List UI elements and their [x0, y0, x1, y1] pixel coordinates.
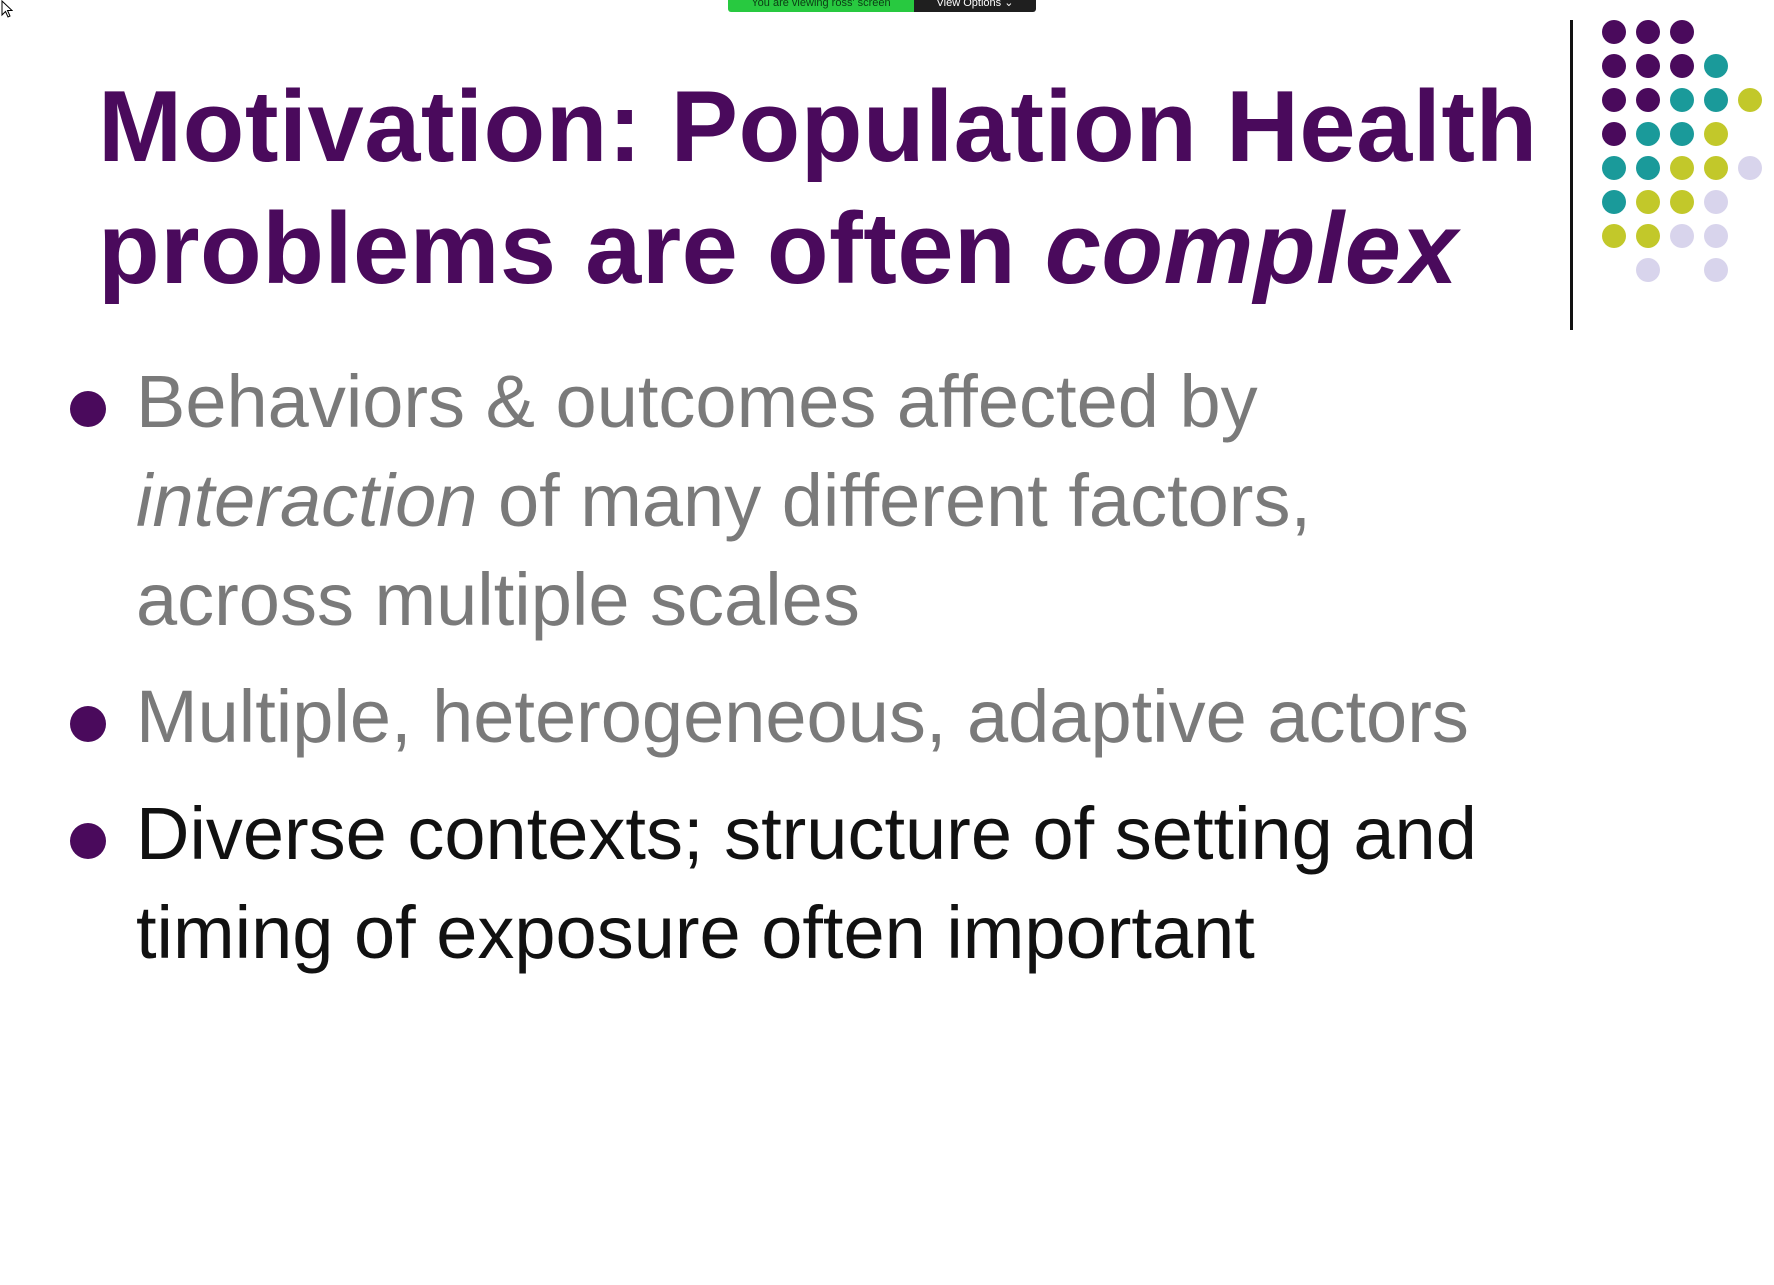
decoration-dot: [1704, 190, 1728, 214]
decoration-dot: [1704, 54, 1728, 78]
decoration-dot: [1704, 258, 1728, 282]
decoration-dot: [1670, 122, 1694, 146]
bullet-1-line-1: Behaviors & outcomes affected by: [136, 360, 1258, 443]
share-status-label: You are viewing ross' screen: [728, 0, 914, 12]
decoration-dot: [1636, 156, 1660, 180]
view-options-button[interactable]: View Options ⌄: [914, 0, 1036, 12]
decoration-dot: [1636, 258, 1660, 282]
decoration-dot: [1602, 20, 1626, 44]
bullet-3-line-2: timing of exposure often important: [136, 891, 1255, 974]
title-line-1: Motivation: Population Health: [98, 71, 1538, 183]
decoration-dot: [1602, 88, 1626, 112]
title-emphasis: complex: [1044, 193, 1459, 305]
bullet-dot-icon: [70, 823, 106, 859]
decoration-dot: [1704, 224, 1728, 248]
decoration-dot: [1704, 88, 1728, 112]
bullet-dot-icon: [70, 391, 106, 427]
decoration-dot: [1602, 224, 1626, 248]
decoration-dot: [1670, 88, 1694, 112]
decoration-dot: [1670, 54, 1694, 78]
decoration-dot: [1670, 20, 1694, 44]
slide-title: Motivation: Population Health problems a…: [98, 66, 1538, 310]
decoration-dot: [1636, 88, 1660, 112]
bullet-1-emphasis: interaction: [136, 459, 478, 542]
decoration-dot: [1602, 156, 1626, 180]
mouse-cursor-icon: [1, 0, 13, 18]
bullet-item-2: Multiple, heterogeneous, adaptive actors: [68, 667, 1628, 766]
dot-grid-decoration-icon: [1602, 20, 1762, 282]
title-line-2: problems are often: [98, 193, 1045, 305]
bullet-list: Behaviors & outcomes affected by interac…: [68, 352, 1628, 1000]
bullet-2-line-1: Multiple, heterogeneous, adaptive actors: [136, 675, 1469, 758]
decoration-dot: [1636, 20, 1660, 44]
decoration-dot: [1704, 156, 1728, 180]
bullet-1-line-3: across multiple scales: [136, 558, 860, 641]
decoration-dot: [1636, 122, 1660, 146]
bullet-item-1: Behaviors & outcomes affected by interac…: [68, 352, 1628, 649]
decoration-dot: [1704, 122, 1728, 146]
decoration-dot: [1602, 122, 1626, 146]
title-divider: [1570, 20, 1573, 330]
decoration-dot: [1670, 224, 1694, 248]
screen-share-banner: You are viewing ross' screen View Option…: [728, 0, 1036, 12]
bullet-1-line-2: of many different factors,: [477, 459, 1312, 542]
bullet-dot-icon: [70, 706, 106, 742]
decoration-dot: [1636, 54, 1660, 78]
decoration-dot: [1602, 190, 1626, 214]
decoration-dot: [1636, 190, 1660, 214]
decoration-dot: [1636, 224, 1660, 248]
decoration-dot: [1670, 156, 1694, 180]
decoration-dot: [1602, 54, 1626, 78]
decoration-dot: [1738, 88, 1762, 112]
bullet-item-3: Diverse contexts; structure of setting a…: [68, 784, 1628, 982]
bullet-3-line-1: Diverse contexts; structure of setting a…: [136, 792, 1477, 875]
decoration-dot: [1670, 190, 1694, 214]
decoration-dot: [1738, 156, 1762, 180]
